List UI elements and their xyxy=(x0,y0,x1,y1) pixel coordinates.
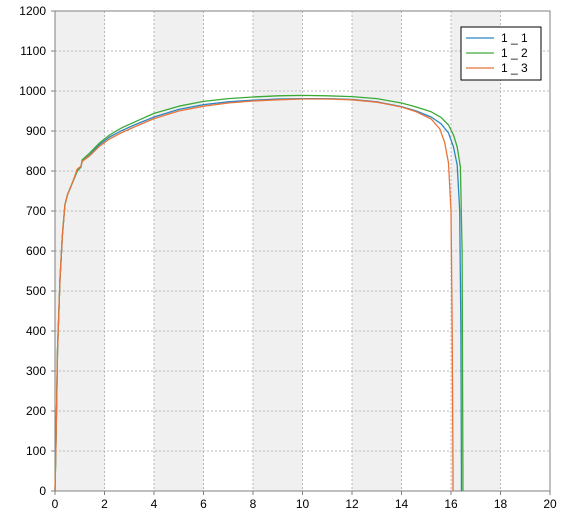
series-layer xyxy=(54,94,464,492)
x-tick-label: 2 xyxy=(101,497,108,511)
x-tick-label: 10 xyxy=(296,497,310,511)
x-tick-label: 0 xyxy=(52,497,59,511)
y-tick-label: 100 xyxy=(26,444,46,458)
y-tick-label: 1000 xyxy=(19,84,46,98)
series-line-3 xyxy=(54,98,454,492)
legend-label-1: 1 _ 1 xyxy=(501,31,528,45)
y-tick-label: 400 xyxy=(26,324,46,338)
x-tick-label: 20 xyxy=(543,497,557,511)
y-tick-label: 1100 xyxy=(20,44,46,58)
y-tick-label: 0 xyxy=(39,484,46,498)
x-tick-label: 14 xyxy=(395,497,409,511)
y-tick-label: 800 xyxy=(26,164,46,178)
y-tick-labels: 0 100 200 300 400 500 600 700 800 900 1000 1100 1200 xyxy=(19,4,46,498)
y-tick-label: 600 xyxy=(26,244,46,258)
x-tick-labels: 0 2 4 6 8 10 12 14 16 18 20 xyxy=(52,497,557,511)
tick-marks xyxy=(51,10,551,495)
y-tick-label: 700 xyxy=(26,204,46,218)
legend: 1 _ 11 _ 21 _ 3 xyxy=(460,26,542,81)
x-tick-label: 4 xyxy=(151,497,158,511)
y-tick-label: 200 xyxy=(26,404,46,418)
x-tick-label: 8 xyxy=(250,497,257,511)
legend-label-2: 1 _ 2 xyxy=(501,46,528,60)
legend-label-3: 1 _ 3 xyxy=(501,61,528,75)
x-tick-label: 12 xyxy=(345,497,359,511)
plot-band xyxy=(253,11,303,491)
y-tick-label: 300 xyxy=(26,364,46,378)
y-tick-label: 1200 xyxy=(19,4,46,18)
x-tick-label: 18 xyxy=(494,497,508,511)
y-tick-label: 500 xyxy=(26,284,46,298)
y-tick-label: 900 xyxy=(26,124,46,138)
x-tick-label: 6 xyxy=(200,497,207,511)
x-tick-label: 16 xyxy=(444,497,458,511)
